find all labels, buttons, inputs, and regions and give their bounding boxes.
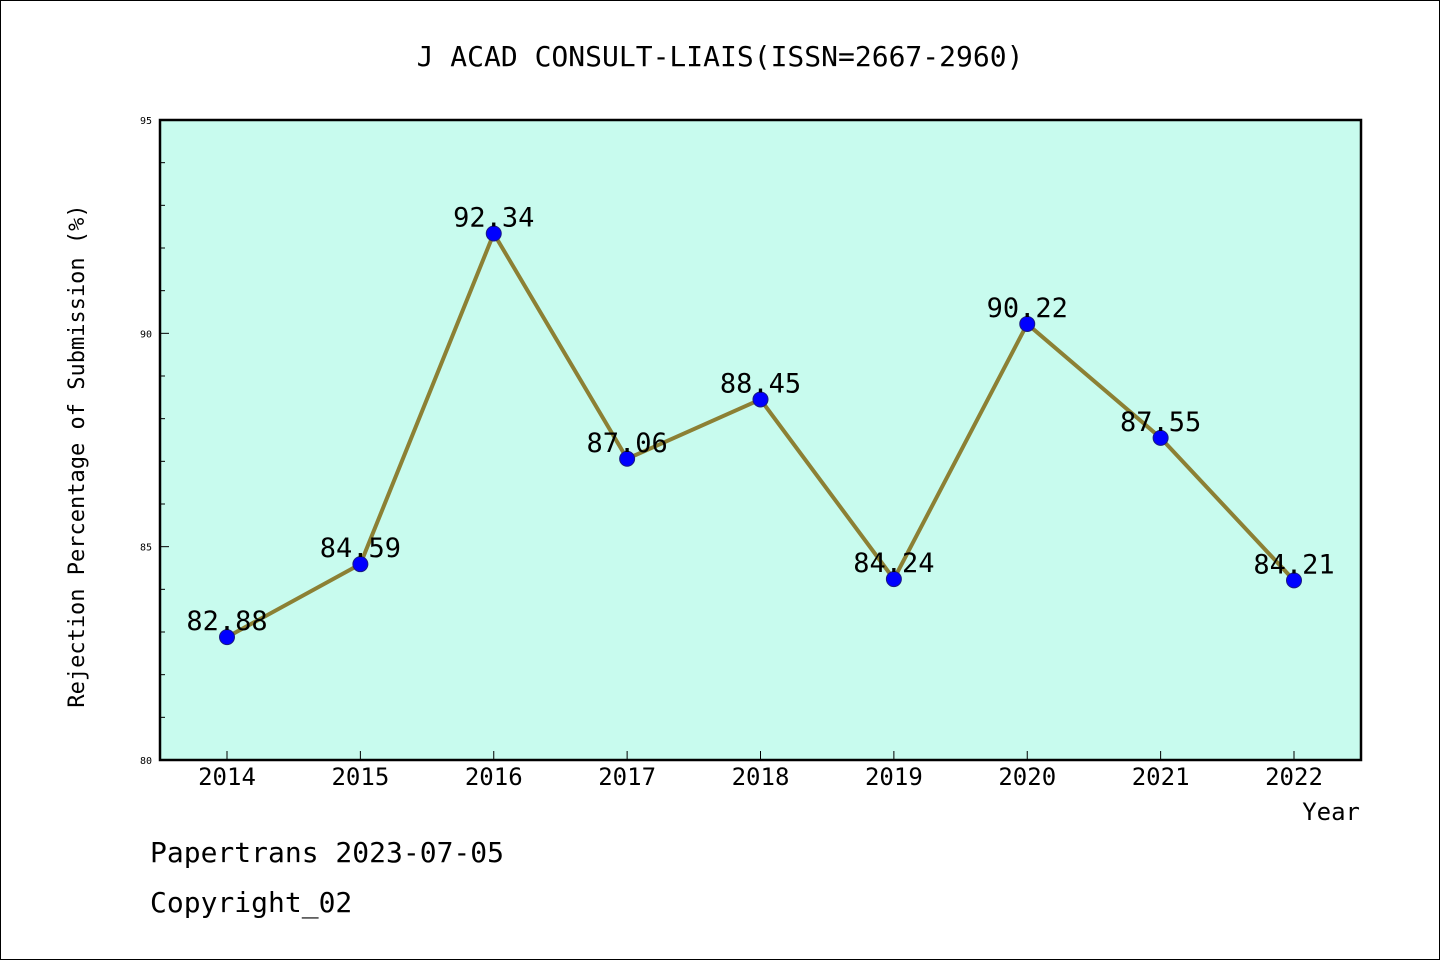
x-axis-label: Year: [1302, 798, 1360, 826]
data-point: [1152, 429, 1169, 446]
y-tick-label: 95: [140, 116, 152, 127]
x-tick-label: 2020: [998, 763, 1056, 791]
data-label: 82.88: [186, 606, 267, 637]
data-label: 88.45: [720, 368, 801, 399]
x-tick-label: 2014: [198, 763, 256, 791]
x-tick-label: 2021: [1132, 763, 1190, 791]
x-axis: 2014 2015 2016 2017 2018 2019 2020 2021 2022: [198, 751, 1323, 791]
data-point: [619, 450, 636, 467]
footer-date: Papertrans 2023-07-05: [150, 836, 505, 869]
x-tick-label: 2015: [331, 763, 389, 791]
data-point: [885, 571, 902, 588]
data-point: [1019, 315, 1036, 332]
data-point: [352, 556, 369, 573]
y-axis: 80 85 90 95: [140, 116, 169, 767]
y-tick-label: 85: [140, 543, 152, 554]
y-tick-label: 80: [140, 756, 152, 767]
chart-title: J ACAD CONSULT-LIAIS(ISSN=2667-2960): [417, 40, 1024, 73]
footer-copyright: Copyright_02: [150, 886, 353, 919]
data-label: 90.22: [987, 293, 1068, 324]
x-tick-label: 2017: [598, 763, 656, 791]
x-tick-label: 2022: [1265, 763, 1323, 791]
data-label: 87.06: [586, 428, 667, 459]
y-tick-label: 90: [140, 329, 152, 340]
series-rejection: 82.88 84.59 92.34 87.06 88.45 84.24 90.22 87.55…: [186, 202, 1335, 646]
data-label: 87.55: [1120, 407, 1201, 438]
data-point: [219, 629, 235, 646]
data-point: [752, 391, 769, 408]
y-axis-label: Rejection Percentage of Submission (%): [65, 204, 90, 707]
data-point: [485, 225, 502, 242]
data-point: [1286, 572, 1302, 589]
data-label: 84.21: [1253, 549, 1334, 580]
x-tick-label: 2019: [865, 763, 923, 791]
x-tick-label: 2016: [465, 763, 523, 791]
data-label: 84.59: [320, 533, 401, 564]
plot-area: [158, 118, 1363, 762]
data-label: 92.34: [453, 202, 534, 233]
data-label: 84.24: [853, 548, 934, 579]
x-tick-label: 2018: [732, 763, 790, 791]
